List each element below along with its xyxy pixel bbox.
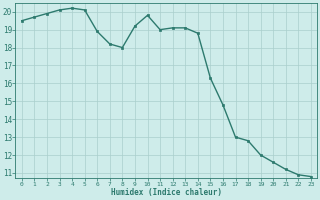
X-axis label: Humidex (Indice chaleur): Humidex (Indice chaleur): [111, 188, 222, 197]
